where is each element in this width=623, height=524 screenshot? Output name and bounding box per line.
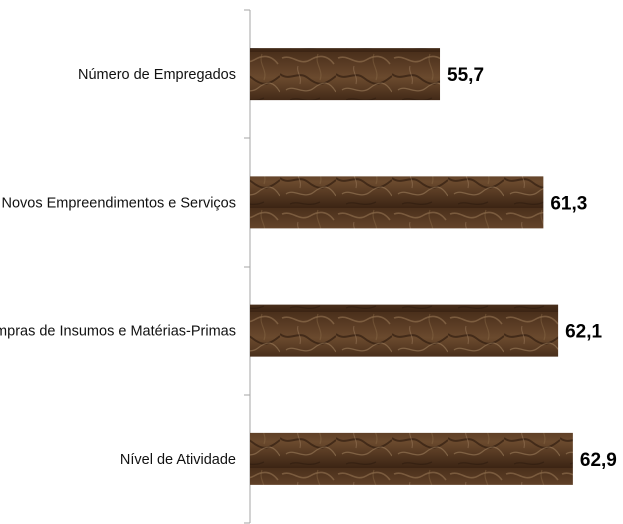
- category-label: Número de Empregados: [78, 67, 236, 83]
- category-label: Compras de Insumos e Matérias-Primas: [0, 324, 236, 340]
- category-label: Novos Empreendimentos e Serviços: [1, 195, 236, 211]
- data-label: 62,9: [580, 450, 617, 471]
- data-label: 62,1: [565, 322, 602, 343]
- category-label: Nível de Atividade: [120, 452, 236, 468]
- bar: [250, 176, 544, 229]
- bar: [250, 304, 559, 357]
- bar: [250, 432, 573, 485]
- data-label: 61,3: [550, 193, 587, 214]
- bar: [250, 48, 441, 101]
- data-label: 55,7: [447, 65, 484, 86]
